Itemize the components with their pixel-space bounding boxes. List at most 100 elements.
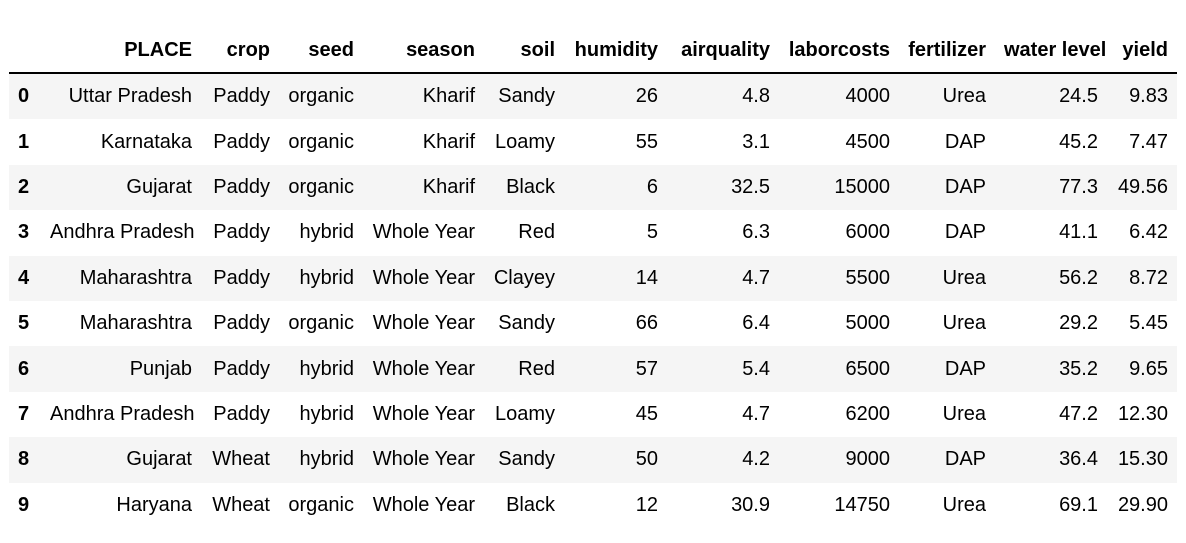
cell-seed: organic — [288, 493, 354, 516]
cell-humidity: 12 — [635, 493, 658, 516]
cell-season: Whole Year — [372, 312, 475, 335]
cell-season: Whole Year — [372, 402, 475, 425]
cell-yield: 49.56 — [1117, 175, 1168, 198]
cell-water-level: 41.1 — [1059, 221, 1098, 244]
row-index: 5 — [18, 312, 30, 335]
cell-seed: hybrid — [299, 357, 354, 380]
cell-yield: 29.90 — [1117, 493, 1168, 516]
cell-airquality: 32.5 — [731, 175, 770, 198]
dataframe-output: PLACE crop seed season soil humidity air… — [9, 29, 1177, 528]
cell-laborcosts: 5500 — [845, 266, 891, 289]
cell-water-level: 69.1 — [1059, 493, 1098, 516]
table-row: 3 Andhra Pradesh Paddy hybrid Whole Year Red 5… — [9, 210, 1177, 256]
cell-fertilizer: DAP — [944, 175, 986, 198]
cell-crop: Paddy — [213, 85, 270, 108]
cell-place: Andhra Pradesh — [50, 402, 195, 425]
cell-laborcosts: 15000 — [834, 175, 890, 198]
header-fertilizer: fertilizer — [899, 29, 995, 74]
table-row: 6 Punjab Paddy hybrid Whole Year Red 57 5.4 6500… — [9, 346, 1177, 392]
cell-fertilizer: DAP — [944, 130, 986, 153]
cell-crop: Paddy — [213, 175, 270, 198]
row-index: 2 — [18, 175, 30, 198]
cell-fertilizer: Urea — [942, 402, 986, 425]
table-row: 0 Uttar Pradesh Paddy organic Kharif Sandy 26 4… — [9, 73, 1177, 120]
header-laborcosts: laborcosts — [779, 29, 899, 74]
cell-humidity: 5 — [646, 221, 658, 244]
cell-place: Haryana — [116, 493, 192, 516]
cell-airquality: 4.7 — [742, 266, 770, 289]
cell-soil: Black — [506, 175, 555, 198]
header-season: season — [363, 29, 484, 74]
cell-seed: organic — [288, 312, 354, 335]
header-yield: yield — [1107, 29, 1177, 74]
cell-place: Gujarat — [126, 175, 192, 198]
cell-soil: Black — [506, 493, 555, 516]
cell-season: Whole Year — [372, 448, 475, 471]
cell-yield: 15.30 — [1117, 448, 1168, 471]
row-index: 0 — [18, 85, 30, 108]
cell-laborcosts: 4500 — [845, 130, 891, 153]
cell-place: Uttar Pradesh — [68, 85, 192, 108]
cell-crop: Wheat — [212, 493, 270, 516]
cell-humidity: 66 — [635, 312, 658, 335]
cell-laborcosts: 9000 — [845, 448, 891, 471]
header-place: PLACE — [41, 29, 201, 74]
cell-yield: 9.83 — [1129, 85, 1168, 108]
row-index: 8 — [18, 448, 30, 471]
cell-airquality: 4.7 — [742, 402, 770, 425]
cell-yield: 5.45 — [1129, 312, 1168, 335]
cell-water-level: 56.2 — [1059, 266, 1098, 289]
cell-soil: Sandy — [498, 85, 555, 108]
table-header: PLACE crop seed season soil humidity air… — [9, 29, 1177, 74]
cell-laborcosts: 6500 — [845, 357, 891, 380]
table-body: 0 Uttar Pradesh Paddy organic Kharif Sandy 2 6 4… — [9, 73, 1177, 528]
cell-season: Whole Year — [372, 221, 475, 244]
cell-place: Andhra Pradesh — [50, 221, 195, 244]
cell-season: Kharif — [422, 85, 475, 108]
cell-fertilizer: DAP — [944, 357, 986, 380]
cell-water-level: 45.2 — [1059, 130, 1098, 153]
cell-season: Kharif — [422, 130, 475, 153]
table-row: 9 Haryana Wheat organic Whole Year Black 12 30.… — [9, 482, 1177, 528]
cell-season: Whole Year — [372, 357, 475, 380]
cell-yield: 8.72 — [1129, 266, 1168, 289]
cell-water-level: 77.3 — [1059, 175, 1098, 198]
table-row: 5 Maharashtra Paddy organic Whole Year Sandy 6… — [9, 300, 1177, 347]
cell-yield: 7.47 — [1129, 130, 1168, 153]
cell-water-level: 24.5 — [1059, 85, 1098, 108]
cell-crop: Paddy — [213, 130, 270, 153]
cell-place: Maharashtra — [79, 266, 192, 289]
cell-humidity: 55 — [635, 130, 658, 153]
cell-laborcosts: 6200 — [845, 402, 891, 425]
cell-season: Whole Year — [372, 266, 475, 289]
dataframe-table: PLACE crop seed season soil humidity air… — [9, 29, 1177, 528]
cell-place: Punjab — [129, 357, 192, 380]
cell-soil: Loamy — [494, 402, 555, 425]
cell-soil: Clayey — [493, 266, 555, 289]
cell-crop: Paddy — [213, 357, 270, 380]
cell-seed: organic — [288, 130, 354, 153]
cell-fertilizer: DAP — [944, 221, 986, 244]
table-row: 1 Karnataka Paddy organic Kharif Loamy 55 3.1 45… — [9, 119, 1177, 165]
header-seed: seed — [279, 29, 363, 74]
header-row: PLACE crop seed season soil humidity air… — [9, 29, 1177, 74]
table-row: 7 Andhra Pradesh Paddy hybrid Whole Year Loam… — [9, 391, 1177, 438]
cell-airquality: 3.1 — [742, 130, 770, 153]
cell-laborcosts: 4000 — [845, 85, 891, 108]
cell-seed: hybrid — [299, 448, 354, 471]
cell-water-level: 29.2 — [1059, 312, 1098, 335]
cell-soil: Sandy — [498, 312, 555, 335]
cell-airquality: 4.2 — [742, 448, 770, 471]
cell-airquality: 30.9 — [731, 493, 770, 516]
cell-fertilizer: DAP — [944, 448, 986, 471]
cell-season: Kharif — [422, 175, 475, 198]
cell-fertilizer: Urea — [942, 493, 986, 516]
header-index — [9, 29, 41, 74]
cell-place: Karnataka — [100, 130, 192, 153]
cell-soil: Red — [518, 357, 555, 380]
header-water-level: water level — [995, 29, 1107, 74]
cell-seed: hybrid — [299, 221, 354, 244]
cell-laborcosts: 14750 — [834, 493, 890, 516]
cell-humidity: 6 — [646, 175, 658, 198]
row-index: 7 — [18, 402, 30, 425]
